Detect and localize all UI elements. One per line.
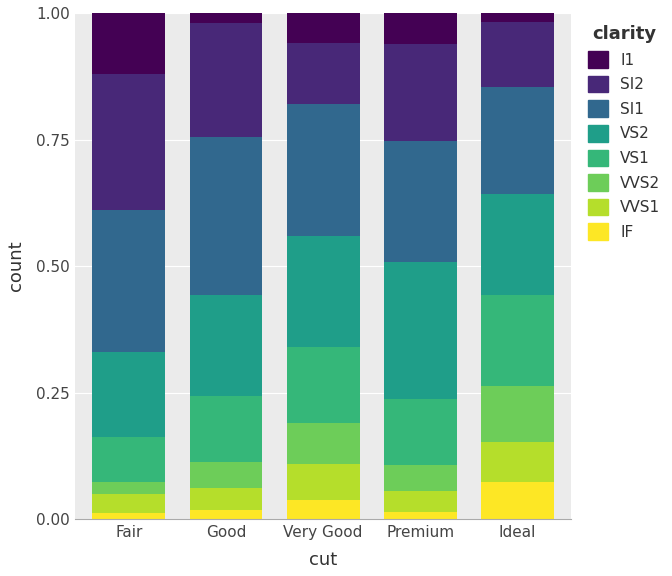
Bar — [384, 465, 457, 491]
Bar — [92, 13, 165, 74]
Bar — [384, 491, 457, 512]
Bar — [481, 386, 554, 442]
Bar — [92, 483, 165, 494]
Bar — [481, 194, 554, 295]
Bar — [384, 262, 457, 399]
Bar — [481, 295, 554, 386]
Bar — [481, 442, 554, 483]
Bar — [384, 399, 457, 465]
Bar — [481, 13, 554, 21]
Bar — [481, 21, 554, 88]
Bar — [92, 74, 165, 210]
Bar — [190, 396, 262, 462]
Bar — [190, 510, 262, 520]
Bar — [287, 13, 360, 43]
Bar — [384, 512, 457, 520]
X-axis label: cut: cut — [309, 551, 337, 569]
Bar — [287, 500, 360, 520]
Bar — [92, 494, 165, 513]
Bar — [384, 44, 457, 141]
Bar — [287, 236, 360, 347]
Bar — [92, 353, 165, 437]
Bar — [481, 483, 554, 520]
Bar — [287, 347, 360, 423]
Bar — [190, 462, 262, 488]
Bar — [287, 423, 360, 464]
Bar — [287, 464, 360, 500]
Bar — [384, 13, 457, 44]
Bar — [92, 210, 165, 353]
Legend: I1, SI2, SI1, VS2, VS1, VVS2, VVS1, IF: I1, SI2, SI1, VS2, VS1, VVS2, VVS1, IF — [583, 21, 665, 245]
Bar — [190, 23, 262, 137]
Bar — [190, 488, 262, 510]
Bar — [92, 513, 165, 520]
Bar — [287, 104, 360, 236]
Bar — [190, 137, 262, 294]
Bar — [287, 43, 360, 104]
Bar — [190, 294, 262, 396]
Bar — [92, 437, 165, 483]
Bar — [481, 88, 554, 194]
Y-axis label: count: count — [7, 241, 25, 291]
Bar — [190, 13, 262, 23]
Bar — [384, 141, 457, 262]
